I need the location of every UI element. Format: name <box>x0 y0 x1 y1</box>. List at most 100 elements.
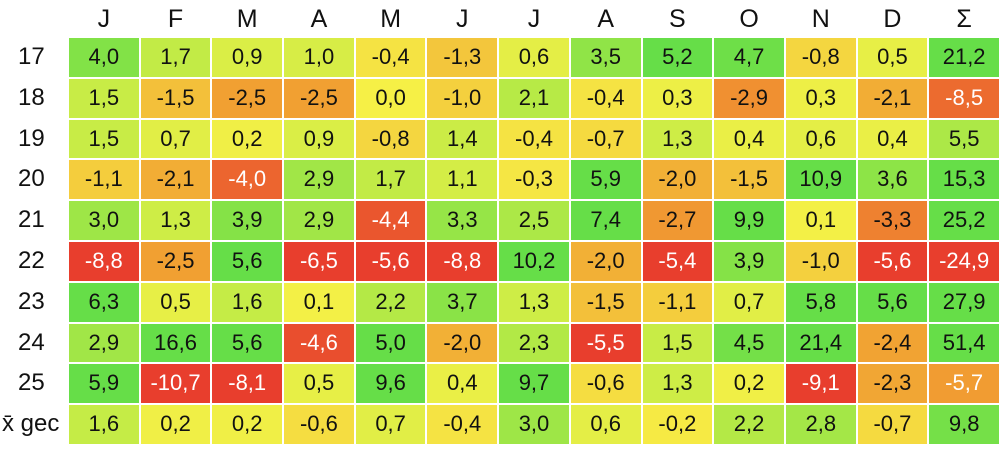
row-label: 19 <box>18 124 45 152</box>
heat-cell: -5,4 <box>641 241 714 282</box>
heat-cell: -24,9 <box>928 241 1000 282</box>
heat-cell: -8,8 <box>68 241 140 282</box>
column-header: A <box>597 5 615 33</box>
heat-cell: -2,1 <box>139 159 212 201</box>
heat-cell: 1,7 <box>354 159 427 201</box>
heat-cell: 0,9 <box>283 118 355 160</box>
heat-cell: 0,6 <box>784 118 857 160</box>
heat-cell: -2,0 <box>641 159 714 201</box>
heat-cell: 0,3 <box>784 77 857 119</box>
heat-cell: -2,1 <box>856 77 929 119</box>
row-label: 21 <box>18 206 45 234</box>
heat-cell: 21,4 <box>784 322 857 364</box>
heat-cell: 1,5 <box>68 118 140 160</box>
heat-cell: 7,4 <box>569 200 642 241</box>
heat-cell: 0,2 <box>211 404 284 445</box>
heat-cell: 5,5 <box>928 118 1000 160</box>
column-header: D <box>883 5 902 33</box>
heat-cell: 1,0 <box>283 37 355 78</box>
heat-cell: 1,5 <box>68 77 140 119</box>
heat-cell: -10,7 <box>139 363 212 405</box>
heat-cell: 0,1 <box>784 200 857 241</box>
heat-cell: -0,7 <box>856 404 929 445</box>
heat-cell: 15,3 <box>928 159 1000 201</box>
row-label: 25 <box>18 369 45 397</box>
heat-cell: -1,3 <box>426 37 499 78</box>
heat-cell: -0,8 <box>784 37 857 78</box>
heat-cell: 5,6 <box>211 322 284 364</box>
heat-cell: 0,7 <box>354 404 427 445</box>
heat-cell: 1,1 <box>426 159 499 201</box>
heat-cell: -1,0 <box>784 241 857 282</box>
heat-cell: 0,4 <box>856 118 929 160</box>
heat-cell: -0,4 <box>354 37 427 78</box>
heat-cell: 5,2 <box>641 37 714 78</box>
heat-cell: -2,5 <box>211 77 284 119</box>
column-header: J <box>456 5 469 33</box>
heat-cell: 0,9 <box>211 37 284 78</box>
heat-cell: 4,5 <box>713 322 785 364</box>
heat-cell: 1,6 <box>211 281 284 323</box>
heat-cell: -4,6 <box>283 322 355 364</box>
heat-cell: -0,4 <box>569 77 642 119</box>
heat-cell: 1,5 <box>641 322 714 364</box>
heat-cell: 25,2 <box>928 200 1000 241</box>
heat-cell: 9,8 <box>928 404 1000 445</box>
heat-cell: 10,2 <box>498 241 570 282</box>
heat-cell: -0,4 <box>426 404 499 445</box>
heat-cell: 0,4 <box>426 363 499 405</box>
heat-cell: 1,3 <box>641 363 714 405</box>
row-label: x̄ gec <box>2 410 60 438</box>
heat-cell: -1,0 <box>426 77 499 119</box>
heat-cell: 0,2 <box>139 404 212 445</box>
heat-cell: -4,4 <box>354 200 427 241</box>
heat-cell: 0,4 <box>713 118 785 160</box>
heat-cell: 1,3 <box>641 118 714 160</box>
heat-cell: 0,7 <box>713 281 785 323</box>
heat-cell: 0,1 <box>283 281 355 323</box>
heat-cell: 5,9 <box>68 363 140 405</box>
heat-cell: -1,5 <box>139 77 212 119</box>
heat-cell: 1,3 <box>139 200 212 241</box>
heat-cell: 2,9 <box>283 200 355 241</box>
row-label: 22 <box>18 247 45 274</box>
heat-cell: 16,6 <box>139 322 212 364</box>
heat-cell: 0,6 <box>498 37 570 78</box>
heat-cell: -0,2 <box>641 404 714 445</box>
heat-cell: -0,7 <box>569 118 642 160</box>
heat-cell: 0,6 <box>569 404 642 445</box>
heat-cell: 0,5 <box>856 37 929 78</box>
heat-cell: -8,5 <box>928 77 1000 119</box>
heat-cell: 51,4 <box>928 322 1000 364</box>
heat-cell: 9,9 <box>713 200 785 241</box>
heat-cell: 3,5 <box>569 37 642 78</box>
heat-cell: 0,2 <box>713 363 785 405</box>
column-header: A <box>310 5 328 33</box>
heat-cell: -1,1 <box>641 281 714 323</box>
heat-cell: 1,7 <box>139 37 212 78</box>
heat-cell: -4,0 <box>211 159 284 201</box>
heat-cell: 0,7 <box>139 118 212 160</box>
heat-cell: 21,2 <box>928 37 1000 78</box>
heat-cell: -5,7 <box>928 363 1000 405</box>
heat-cell: -2,5 <box>283 77 355 119</box>
heat-cell: 3,7 <box>426 281 499 323</box>
column-header: J <box>97 5 111 33</box>
heat-cell: 9,7 <box>498 363 570 405</box>
heat-cell: -0,3 <box>498 159 570 201</box>
heat-cell: 27,9 <box>928 281 1000 323</box>
row-label: 20 <box>18 165 45 193</box>
heat-cell: 5,6 <box>856 281 929 323</box>
heat-cell: 3,9 <box>713 241 785 282</box>
row-label: 17 <box>18 43 45 70</box>
heat-cell: -2,5 <box>139 241 212 282</box>
heat-cell: -0,6 <box>283 404 355 445</box>
column-header: M <box>380 5 402 33</box>
row-label: 23 <box>18 287 45 315</box>
heat-cell: 5,6 <box>211 241 284 282</box>
heat-cell: 1,4 <box>426 118 499 160</box>
row-label: 18 <box>18 83 45 111</box>
heat-cell: 0,5 <box>139 281 212 323</box>
heat-cell: 9,6 <box>354 363 427 405</box>
